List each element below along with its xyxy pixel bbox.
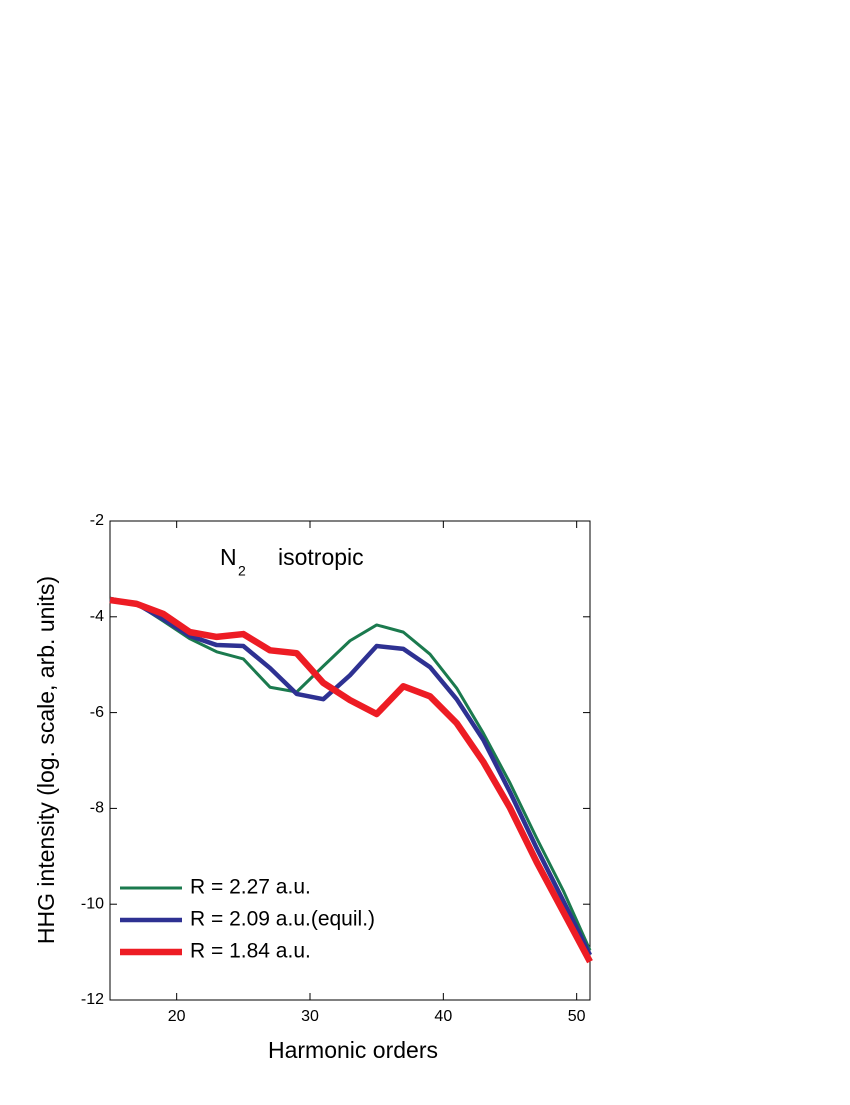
- x-tick-label: 50: [568, 1008, 586, 1025]
- series-line: [109, 596, 593, 964]
- y-tick-label: -4: [90, 608, 104, 625]
- legend-label: R = 2.27 a.u.: [190, 876, 311, 899]
- y-axis-label: HHG intensity (log. scale, arb. units): [33, 576, 59, 944]
- y-tick-label: -8: [90, 800, 104, 817]
- annotation-note: isotropic: [278, 544, 364, 570]
- series-line: [109, 596, 593, 956]
- annotation-subscript: 2: [238, 563, 246, 579]
- y-tick-label: -10: [81, 895, 104, 912]
- y-tick-label: -2: [90, 512, 104, 529]
- x-tick-label: 40: [434, 1008, 452, 1025]
- y-tick-label: -6: [90, 704, 104, 721]
- series-line: [109, 596, 592, 951]
- x-tick-label: 30: [301, 1008, 319, 1025]
- legend-label: R = 1.84 a.u.: [190, 940, 311, 963]
- x-axis-label: Harmonic orders: [268, 1037, 438, 1063]
- x-tick-label: 20: [168, 1008, 186, 1025]
- y-tick-label: -12: [81, 991, 104, 1008]
- plot-frame: [109, 520, 591, 1001]
- annotation: N: [220, 544, 237, 570]
- legend-label: R = 2.09 a.u.(equil.): [190, 908, 375, 931]
